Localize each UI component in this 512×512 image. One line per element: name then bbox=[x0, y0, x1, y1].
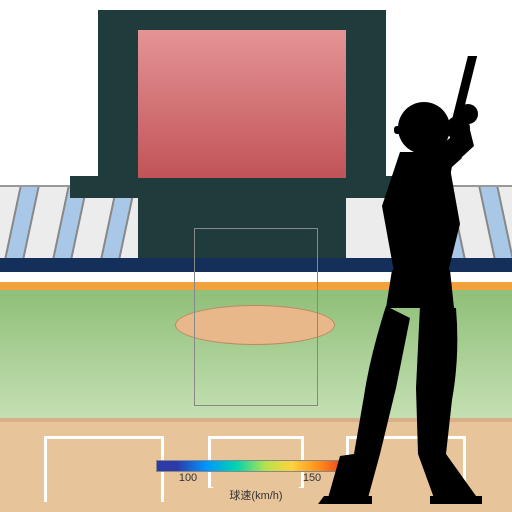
legend-tick: 100 bbox=[179, 472, 197, 484]
stand-window bbox=[4, 187, 39, 258]
batter-silhouette bbox=[300, 56, 510, 504]
batters-box-left bbox=[44, 436, 164, 502]
pitch-chart-canvas: 100 150 球速(km/h) bbox=[0, 0, 512, 512]
scoreboard-wing bbox=[70, 176, 110, 198]
